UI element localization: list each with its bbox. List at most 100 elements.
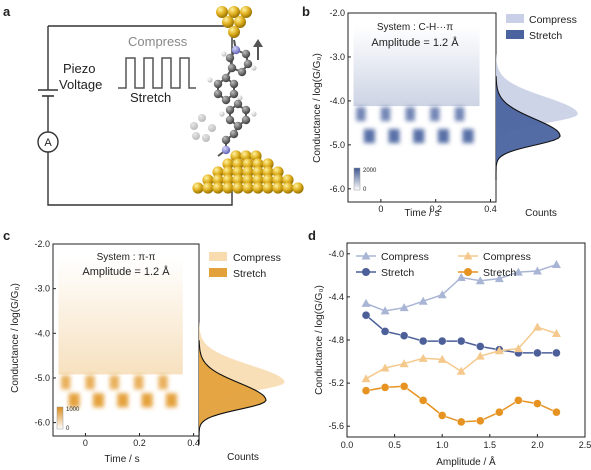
- x-tick-label: 0: [83, 438, 88, 448]
- gold-atom: [272, 174, 284, 186]
- heatmap-band-compress: [430, 107, 440, 122]
- panel-d-ylabel: Conductance / log(G/G₀): [314, 285, 325, 395]
- panel-c-colorbar: [56, 406, 64, 430]
- gold-atom: [252, 158, 264, 170]
- y-tick-label: -2.0: [34, 239, 50, 249]
- heatmap-band-stretch: [92, 393, 104, 408]
- legend-marker-0: [361, 251, 371, 260]
- series-point-1: [399, 331, 409, 340]
- x-tick-label: 0.0: [341, 440, 354, 450]
- panel-b-system: System : C-H···π: [377, 22, 453, 33]
- series-point-0: [437, 290, 447, 299]
- y-tick-label: -5.2: [328, 378, 344, 388]
- gold-atom: [292, 182, 304, 194]
- heatmap-band-compress: [109, 375, 119, 390]
- panel-c-label: c: [3, 228, 10, 243]
- x-tick-label: 1.0: [436, 440, 449, 450]
- gold-atom: [232, 166, 244, 178]
- gold-atom: [282, 174, 294, 186]
- panel-b-hist-xlabel: Counts: [525, 208, 557, 219]
- molecule-upper-atoms: [207, 45, 257, 105]
- y-tick-label: -5.0: [329, 140, 345, 150]
- gold-atom: [212, 174, 224, 186]
- panel-b-legend-compress-swatch: [506, 14, 524, 23]
- panel-b-xlabel: Time / s: [404, 208, 439, 219]
- heatmap-band-compress: [405, 107, 415, 122]
- y-tick-label: -4.0: [329, 96, 345, 106]
- x-tick-label: 0.4: [484, 204, 497, 214]
- heatmap-tail: [353, 26, 480, 107]
- gold-atom: [212, 182, 224, 194]
- panel-c-colorbar-min: 0: [66, 426, 70, 432]
- gold-atom: [252, 174, 264, 186]
- y-tick-label: -2.0: [329, 8, 345, 18]
- histogram-compress: [199, 322, 285, 428]
- series-point-3: [495, 408, 504, 417]
- gold-atom: [272, 182, 284, 194]
- gold-atom: [202, 174, 214, 186]
- piezo-label-1: Piezo: [63, 61, 96, 76]
- gold-atom: [242, 166, 254, 178]
- series-point-2: [456, 366, 466, 375]
- panel-c-legend-stretch: Stretch: [233, 268, 266, 280]
- series-point-1: [418, 336, 428, 346]
- gold-atom: [192, 182, 204, 194]
- series-point-2: [513, 344, 523, 353]
- series-point-1: [361, 311, 371, 320]
- square-wave-icon: [118, 57, 196, 89]
- series-point-0: [418, 296, 428, 305]
- x-tick-label: 0.5: [388, 440, 401, 450]
- legend-label-3: Stretch: [483, 267, 516, 279]
- heatmap-band-stretch: [462, 129, 474, 144]
- y-tick-label: -4.0: [34, 328, 50, 338]
- molecule-ghost: [190, 114, 216, 142]
- legend-marker-1: [362, 268, 370, 276]
- panel-c-histogram: [198, 322, 285, 446]
- series-point-1: [533, 348, 542, 358]
- y-tick-label: -3.0: [329, 52, 345, 62]
- legend-marker-2: [463, 251, 473, 260]
- series-point-3: [552, 408, 561, 417]
- gold-atom: [212, 166, 224, 178]
- y-tick-label: -6.0: [34, 418, 50, 428]
- x-tick-label: 0.2: [429, 204, 442, 214]
- x-tick-label: 2.0: [531, 440, 544, 450]
- series-point-2: [361, 374, 371, 383]
- x-tick-label: 0.2: [133, 438, 146, 448]
- series-point-3: [476, 416, 485, 426]
- series-point-1: [380, 327, 390, 336]
- panel-c-hist-xlabel: Counts: [227, 452, 259, 463]
- panel-a: a A Piezo Voltage Compress Stretch: [3, 4, 304, 206]
- series-point-0: [475, 276, 485, 285]
- y-tick-label: -4.0: [328, 249, 344, 259]
- y-tick-label: -5.0: [34, 373, 50, 383]
- series-point-2: [494, 346, 504, 355]
- panel-b: b Conductance / log(G/G₀) -2.0 -3.0 -4.0 -5…: [302, 4, 578, 219]
- series-point-1: [476, 342, 485, 351]
- heatmap-band-compress: [454, 107, 465, 122]
- panel-c-amplitude: Amplitude = 1.2 Å: [82, 265, 170, 278]
- heatmap-band-group: [356, 107, 474, 144]
- series-line-3: [365, 385, 557, 423]
- panel-c-legend-compress: Compress: [233, 252, 281, 264]
- series-point-3: [514, 396, 523, 405]
- legend-label-2: Compress: [483, 251, 531, 263]
- series-point-1: [438, 336, 447, 346]
- panel-c-xlabel: Time / s: [104, 454, 139, 465]
- molecule-lower-atoms: [219, 99, 257, 155]
- heatmap-band-compress: [356, 107, 366, 122]
- series-point-0: [513, 267, 523, 276]
- series-point-3: [380, 383, 390, 392]
- heatmap-band-stretch: [165, 393, 177, 408]
- panel-c-legend-compress-swatch: [209, 252, 227, 261]
- series-point-3: [438, 411, 447, 420]
- panel-b-label: b: [302, 4, 310, 19]
- series-point-1: [552, 348, 561, 358]
- legend-marker-3: [464, 268, 472, 276]
- gold-atom: [272, 166, 284, 178]
- histogram-stretch: [199, 340, 266, 446]
- series-point-2: [380, 363, 390, 372]
- y-tick-label: -5.6: [328, 421, 344, 431]
- heatmap-band-compress: [158, 375, 168, 390]
